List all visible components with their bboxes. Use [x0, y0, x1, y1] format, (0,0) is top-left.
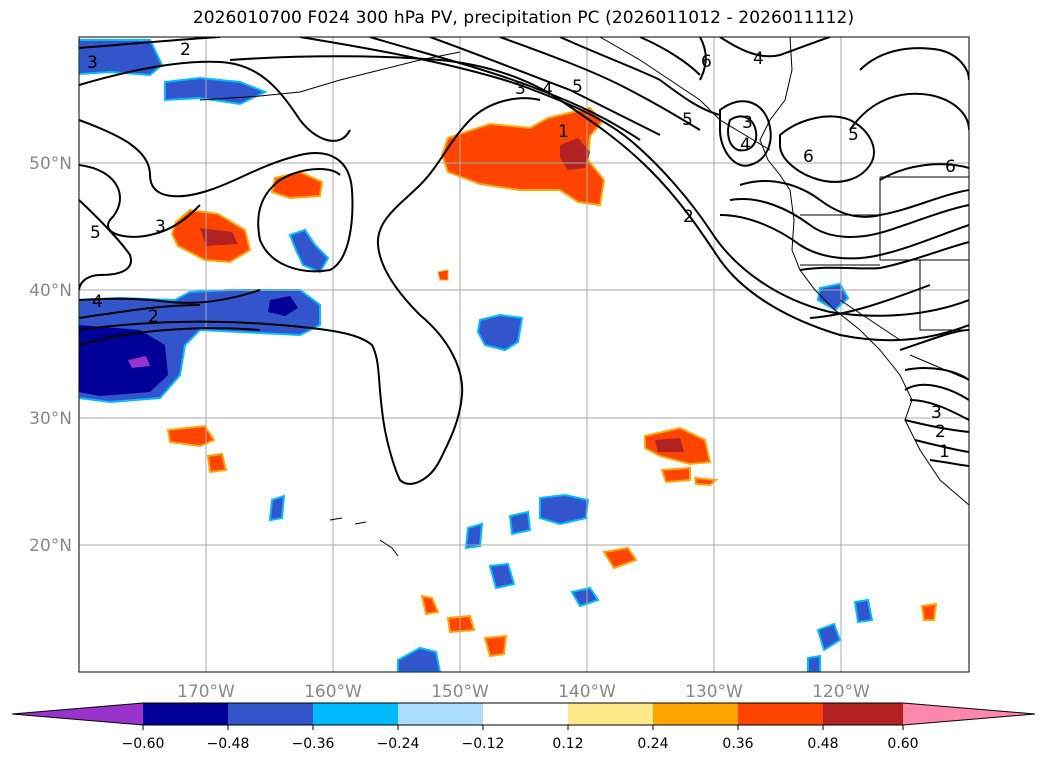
contour-label: 2 [148, 307, 159, 327]
contour-label: 3 [742, 113, 753, 133]
precip-negative-area [476, 313, 524, 352]
contour-label: 4 [753, 49, 764, 69]
colorbar-segment [483, 703, 568, 725]
colorbar-segment [738, 703, 823, 725]
colorbar-segment [823, 703, 903, 725]
precip-negative-area [816, 622, 842, 652]
pv-contours [79, 37, 969, 485]
map-frame [78, 36, 970, 673]
precip-negative-area [570, 586, 600, 608]
precip-positive-area [206, 452, 228, 474]
contour-label: 5 [682, 110, 693, 130]
precip-positive-area [560, 138, 590, 170]
precip-positive-area [693, 476, 719, 487]
colorbar-segment [143, 703, 228, 725]
lon-label: 130°W [685, 682, 743, 702]
lon-label: 140°W [558, 682, 616, 702]
colorbar-tick-label: 0.24 [637, 736, 668, 752]
colorbar-tick-label: −0.12 [462, 736, 505, 752]
lon-label: 120°W [812, 682, 870, 702]
precip-positive-area [420, 594, 440, 616]
contour-label: 3 [515, 79, 526, 99]
precip-negative-area [539, 493, 590, 526]
colorbar-tick-label: −0.36 [292, 736, 335, 752]
colorbar-tick-label: 0.60 [887, 736, 918, 752]
colorbar: −0.60 −0.48 −0.36 −0.24 −0.12 0.12 0.24 … [11, 702, 1036, 752]
precip-negative-area [807, 654, 821, 672]
contour-label: 5 [848, 125, 859, 145]
lon-label: 170°W [177, 682, 235, 702]
contour-label: 6 [701, 52, 712, 72]
contour-label: 4 [542, 80, 553, 100]
colorbar-segment [398, 703, 483, 725]
contour-label: 6 [803, 147, 814, 167]
colorbar-segment [568, 703, 653, 725]
colorbar-tick-label: 0.36 [722, 736, 753, 752]
contour-label: 6 [945, 157, 956, 177]
precip-positive-area [602, 546, 638, 570]
precip-negative-area [268, 296, 298, 316]
precip-positive-area [166, 424, 216, 448]
longitude-labels: 170°W 160°W 150°W 140°W 130°W 120°W [177, 682, 870, 702]
contour-label: 4 [92, 292, 103, 312]
lat-label: 40°N [29, 281, 72, 301]
colorbar-extend-low [12, 703, 143, 725]
colorbar-segment [653, 703, 738, 725]
contour-label: 2 [935, 422, 946, 442]
colorbar-tick-label: −0.60 [122, 736, 165, 752]
precip-positive-area [483, 634, 508, 658]
precip-negative-area [268, 494, 286, 522]
precip-positive-area [200, 228, 238, 246]
lon-label: 150°W [431, 682, 489, 702]
contour-labels: 3 2 3 5 4 2 4 5 1 3 4 5 2 6 4 3 6 5 6 3 … [87, 40, 956, 462]
precip-negative-area [853, 598, 874, 624]
colorbar-tick-label: −0.24 [377, 736, 420, 752]
precip-negative-area [79, 325, 168, 396]
lat-label: 30°N [29, 409, 72, 429]
contour-label: 3 [931, 403, 942, 423]
contour-label: 1 [558, 122, 569, 142]
precip-negative-area [488, 562, 516, 590]
contour-label: 1 [939, 442, 950, 462]
precip-positive-area [437, 269, 449, 281]
precip-positive-area [660, 466, 691, 484]
colorbar-extend-high [903, 703, 1035, 725]
precip-negative-area [288, 228, 330, 274]
precip-negative-area [128, 356, 150, 368]
contour-label: 3 [155, 217, 166, 237]
contour-label: 5 [90, 223, 101, 243]
precip-positive-area [920, 602, 938, 621]
colorbar-tick-label: −0.48 [207, 736, 250, 752]
precip-negative-area [397, 646, 442, 672]
latitude-labels: 50°N 40°N 30°N 20°N [29, 154, 72, 556]
precip-negative-area [508, 510, 532, 536]
precip-positive-area [446, 614, 476, 634]
colorbar-tick-label: 0.12 [552, 736, 583, 752]
map-title: 2026010700 F024 300 hPa PV, precipitatio… [192, 8, 855, 28]
colorbar-segment [313, 703, 398, 725]
colorbar-segment [228, 703, 313, 725]
precip-positive-area [655, 438, 684, 452]
colorbar-tick-label: 0.48 [807, 736, 838, 752]
contour-label: 4 [740, 135, 751, 155]
lon-label: 160°W [304, 682, 362, 702]
contour-label: 2 [180, 40, 191, 60]
contour-label: 3 [87, 53, 98, 73]
contour-label: 2 [683, 207, 694, 227]
precip-positive-area [440, 106, 606, 207]
precip-negative-area [464, 522, 484, 550]
contour-label: 5 [572, 77, 583, 97]
lat-label: 20°N [29, 536, 72, 556]
graticule [79, 37, 969, 672]
precip-negative-area [79, 39, 164, 77]
lat-label: 50°N [29, 154, 72, 174]
